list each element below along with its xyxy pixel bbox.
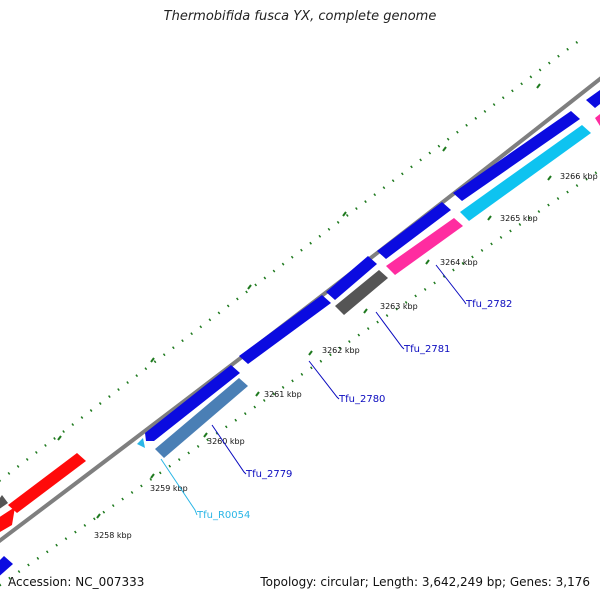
cds-blue-bottom bbox=[0, 556, 13, 576]
cds-pink bbox=[386, 218, 463, 275]
inner-major-ticks bbox=[96, 175, 552, 519]
cds-red bbox=[8, 453, 86, 513]
cds-pink-right bbox=[595, 114, 600, 126]
cds-gray bbox=[335, 270, 388, 315]
kbp-label: 3265 kbp bbox=[500, 214, 538, 223]
gene-label-tfu-2780: Tfu_2780 bbox=[338, 394, 385, 405]
gene-labels: Tfu_R0054 Tfu_2779 Tfu_2780 Tfu_2781 Tfu… bbox=[196, 299, 512, 521]
gene-label-tfu-2779: Tfu_2779 bbox=[245, 469, 292, 480]
kbp-label: 3260 kbp bbox=[207, 437, 245, 446]
kbp-labels: 3258 kbp 3259 kbp 3260 kbp 3261 kbp 3262… bbox=[94, 172, 598, 540]
kbp-label: 3259 kbp bbox=[150, 484, 188, 493]
leader-tfu-2782 bbox=[435, 264, 467, 305]
kbp-label: 3258 kbp bbox=[94, 531, 132, 540]
kbp-label: 3261 kbp bbox=[264, 390, 302, 399]
leader-tfu-2780 bbox=[308, 360, 340, 400]
cds-blue-2 bbox=[239, 295, 331, 364]
leader-tfu-2779 bbox=[211, 424, 247, 475]
accession-text: Accession: NC_007333 bbox=[8, 575, 145, 589]
cds-blue-4 bbox=[377, 202, 451, 259]
outer-strand-features bbox=[0, 90, 600, 533]
inner-dotted-arc bbox=[0, 168, 600, 587]
kbp-label: 3263 kbp bbox=[380, 302, 418, 311]
cds-blue-3 bbox=[326, 256, 377, 300]
inner-strand-features bbox=[0, 125, 591, 576]
cds-gray-left bbox=[0, 495, 8, 509]
outer-dotted-arc bbox=[0, 39, 581, 482]
outer-major-ticks bbox=[57, 83, 541, 441]
map-title: Thermobifida fusca YX, complete genome bbox=[163, 9, 437, 24]
cds-red-left bbox=[0, 507, 15, 533]
gene-label-tfu-2782: Tfu_2782 bbox=[465, 299, 512, 310]
gene-label-tfu-r0054: Tfu_R0054 bbox=[196, 510, 250, 521]
kbp-label: 3262 kbp bbox=[322, 346, 360, 355]
gene-leader-lines bbox=[160, 264, 467, 516]
topology-text: Topology: circular; Length: 3,642,249 bp… bbox=[260, 575, 590, 589]
gene-label-tfu-2781: Tfu_2781 bbox=[403, 344, 450, 355]
cds-blue-1 bbox=[145, 365, 240, 441]
leader-tfu-r0054 bbox=[160, 458, 198, 516]
cds-steel-blue-1 bbox=[155, 378, 248, 458]
cds-cyan bbox=[460, 125, 591, 221]
kbp-label: 3264 kbp bbox=[440, 258, 478, 267]
leader-tfu-2781 bbox=[375, 311, 405, 350]
kbp-label: 3266 kbp bbox=[560, 172, 598, 181]
rna-cyan-arrow bbox=[137, 438, 145, 448]
cds-blue-6 bbox=[586, 90, 600, 108]
cds-blue-5 bbox=[453, 111, 580, 201]
